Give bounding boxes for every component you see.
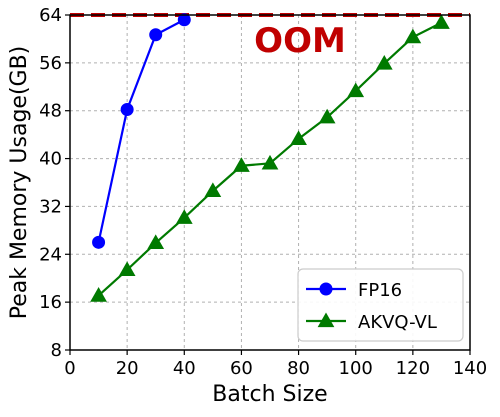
axis-ticks: 0 20 40 60 80 100 120 140 8 16 24 32 40 48 56 64 [39,5,487,379]
data-point [290,130,307,145]
data-point [118,261,136,276]
data-point [347,82,365,98]
legend-marker [317,312,335,328]
legend: FP16 AKVQ-VL [297,268,464,342]
data-point [204,182,222,197]
legend-box [297,268,464,342]
data-point [90,287,107,302]
data-point [175,209,193,224]
series-line [97,18,185,243]
y-tick-label: 32 [39,196,62,217]
x-tick-label: 80 [287,358,310,379]
data-point [375,54,393,70]
data-point [261,154,279,170]
y-tick-label: 40 [39,149,62,170]
x-tick-label: 40 [173,358,196,379]
x-tick-label: 0 [64,358,75,379]
x-tick-label: 100 [339,358,373,379]
x-axis-title: Batch Size [212,382,327,407]
data-point [318,108,336,124]
series-1 [90,14,450,302]
y-tick-label: 8 [51,340,62,361]
data-point [433,14,450,29]
y-axis-title: Peak Memory Usage(GB) [7,46,32,320]
y-tick-label: 64 [39,5,62,26]
data-point [233,157,250,172]
legend-label: FP16 [358,280,402,301]
x-tick-label: 20 [116,358,139,379]
data-point [177,13,191,27]
x-tick-label: 60 [230,358,253,379]
plot-frame [69,14,471,351]
data-point [404,28,422,44]
x-tick-label: 140 [453,358,487,379]
y-tick-label: 48 [39,101,62,122]
data-point [92,235,106,249]
legend-marker [319,282,333,296]
data-point [149,28,163,42]
x-tick-label: 120 [396,358,430,379]
y-tick-label: 56 [39,53,62,74]
series-group [90,13,450,302]
y-tick-label: 24 [39,244,62,265]
data-point [120,103,134,117]
data-point [147,234,165,250]
legend-label: AKVQ-VL [358,312,437,333]
y-tick-label: 16 [39,292,62,313]
oom-label: OOM [254,21,346,61]
series-0 [92,13,191,249]
